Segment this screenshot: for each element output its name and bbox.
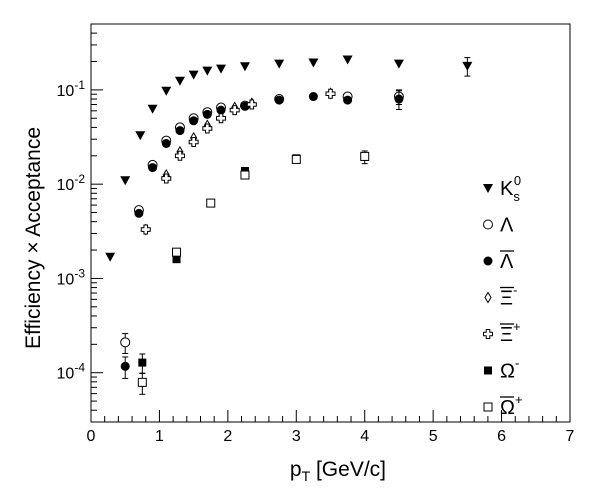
x-tick-label: 7	[566, 428, 575, 445]
data-point	[172, 247, 182, 257]
x-tick-label: 2	[223, 428, 232, 445]
data-point	[216, 113, 227, 124]
legend-item: Λ	[483, 250, 514, 273]
legend-item: Ξ+	[483, 319, 521, 346]
data-point	[229, 105, 240, 116]
legend-marker	[483, 329, 493, 339]
y-tick-label: 10-4	[57, 361, 86, 383]
data-point	[342, 55, 353, 65]
legend-label: Ξ+	[500, 319, 521, 346]
data-point	[308, 58, 319, 68]
legend-item: Λ	[483, 215, 514, 237]
data-point	[120, 361, 130, 371]
x-tick-label: 1	[155, 428, 164, 445]
legend-item: Ξ-	[484, 283, 517, 310]
data-point	[393, 59, 404, 69]
data-point	[206, 198, 216, 208]
y-axis-title: Efficiency × Acceptance	[22, 127, 45, 349]
data-point	[188, 137, 199, 148]
series-circle-filled	[120, 90, 404, 379]
data-point	[274, 95, 284, 105]
legend-label: Ks0	[500, 173, 521, 204]
data-point	[174, 76, 185, 86]
y-tick-label: 10-1	[57, 78, 86, 100]
data-point	[240, 170, 250, 180]
data-point	[134, 208, 144, 218]
data-point	[216, 105, 226, 115]
x-tick-label: 6	[497, 428, 506, 445]
series-cross-open	[140, 88, 336, 235]
data-point	[161, 173, 172, 184]
data-point	[172, 255, 181, 264]
data-point	[239, 62, 250, 72]
legend-item: Ω-	[484, 356, 519, 383]
data-point	[189, 116, 199, 126]
data-point	[246, 99, 257, 110]
data-point	[202, 109, 212, 119]
data-point	[120, 176, 131, 186]
data-point	[138, 358, 147, 367]
data-point	[202, 66, 213, 76]
data-point	[137, 377, 147, 387]
data-point	[161, 138, 171, 148]
data-point	[175, 126, 185, 136]
data-point	[188, 70, 199, 80]
data-point	[147, 104, 158, 114]
legend-marker	[483, 402, 493, 412]
legend-marker	[484, 366, 492, 375]
data-point	[202, 123, 213, 134]
data-point	[148, 163, 158, 173]
legend-marker	[483, 184, 493, 193]
data-point	[360, 151, 370, 161]
y-tick-label: 10-2	[57, 172, 86, 194]
x-tick-label: 3	[292, 428, 301, 445]
data-point	[216, 64, 227, 74]
legend-item: Ks0	[483, 173, 521, 204]
legend-label: Λ	[500, 215, 514, 237]
legend: Ks0 ΛΛ Ξ- Ξ+ Ω- Ω+	[483, 173, 523, 419]
y-axis: 10-4 10-3 10-2 10-1	[57, 23, 103, 423]
legend-marker	[483, 219, 493, 230]
legend-marker	[483, 256, 493, 266]
plot-frame	[90, 23, 571, 423]
data-point	[140, 224, 151, 235]
legend-label: Ω-	[500, 356, 519, 383]
legend-item: Ω+	[483, 392, 523, 419]
series-square-open	[137, 151, 370, 395]
x-tick-label: 4	[360, 428, 369, 445]
data-point	[462, 61, 473, 71]
x-axis-title: pT [GeV/c]	[290, 458, 386, 484]
data-point	[394, 94, 404, 104]
y-tick-label: 10-3	[57, 266, 86, 288]
x-tick-label: 0	[87, 428, 96, 445]
data-point	[308, 92, 318, 102]
data-point	[105, 252, 116, 262]
data-point	[174, 150, 185, 161]
data-point	[161, 86, 172, 96]
data-point	[274, 59, 285, 69]
legend-label: Λ	[500, 251, 514, 273]
series-triangle-down-filled	[105, 55, 473, 262]
plot-border	[90, 23, 571, 423]
data-point	[343, 95, 353, 105]
legend-label: Ξ-	[500, 283, 517, 310]
legend-marker	[484, 291, 492, 304]
legend-label: Ω+	[500, 392, 523, 419]
x-tick-label: 5	[429, 428, 438, 445]
series-circle-open	[120, 89, 404, 354]
data-point	[135, 131, 146, 141]
data-point	[325, 88, 336, 99]
data-point	[120, 337, 131, 348]
data-point	[291, 154, 301, 164]
x-axis: 0 1 2 3 4 5 6 7	[87, 410, 575, 445]
data-layer	[105, 55, 473, 395]
series-square-filled	[138, 150, 369, 375]
